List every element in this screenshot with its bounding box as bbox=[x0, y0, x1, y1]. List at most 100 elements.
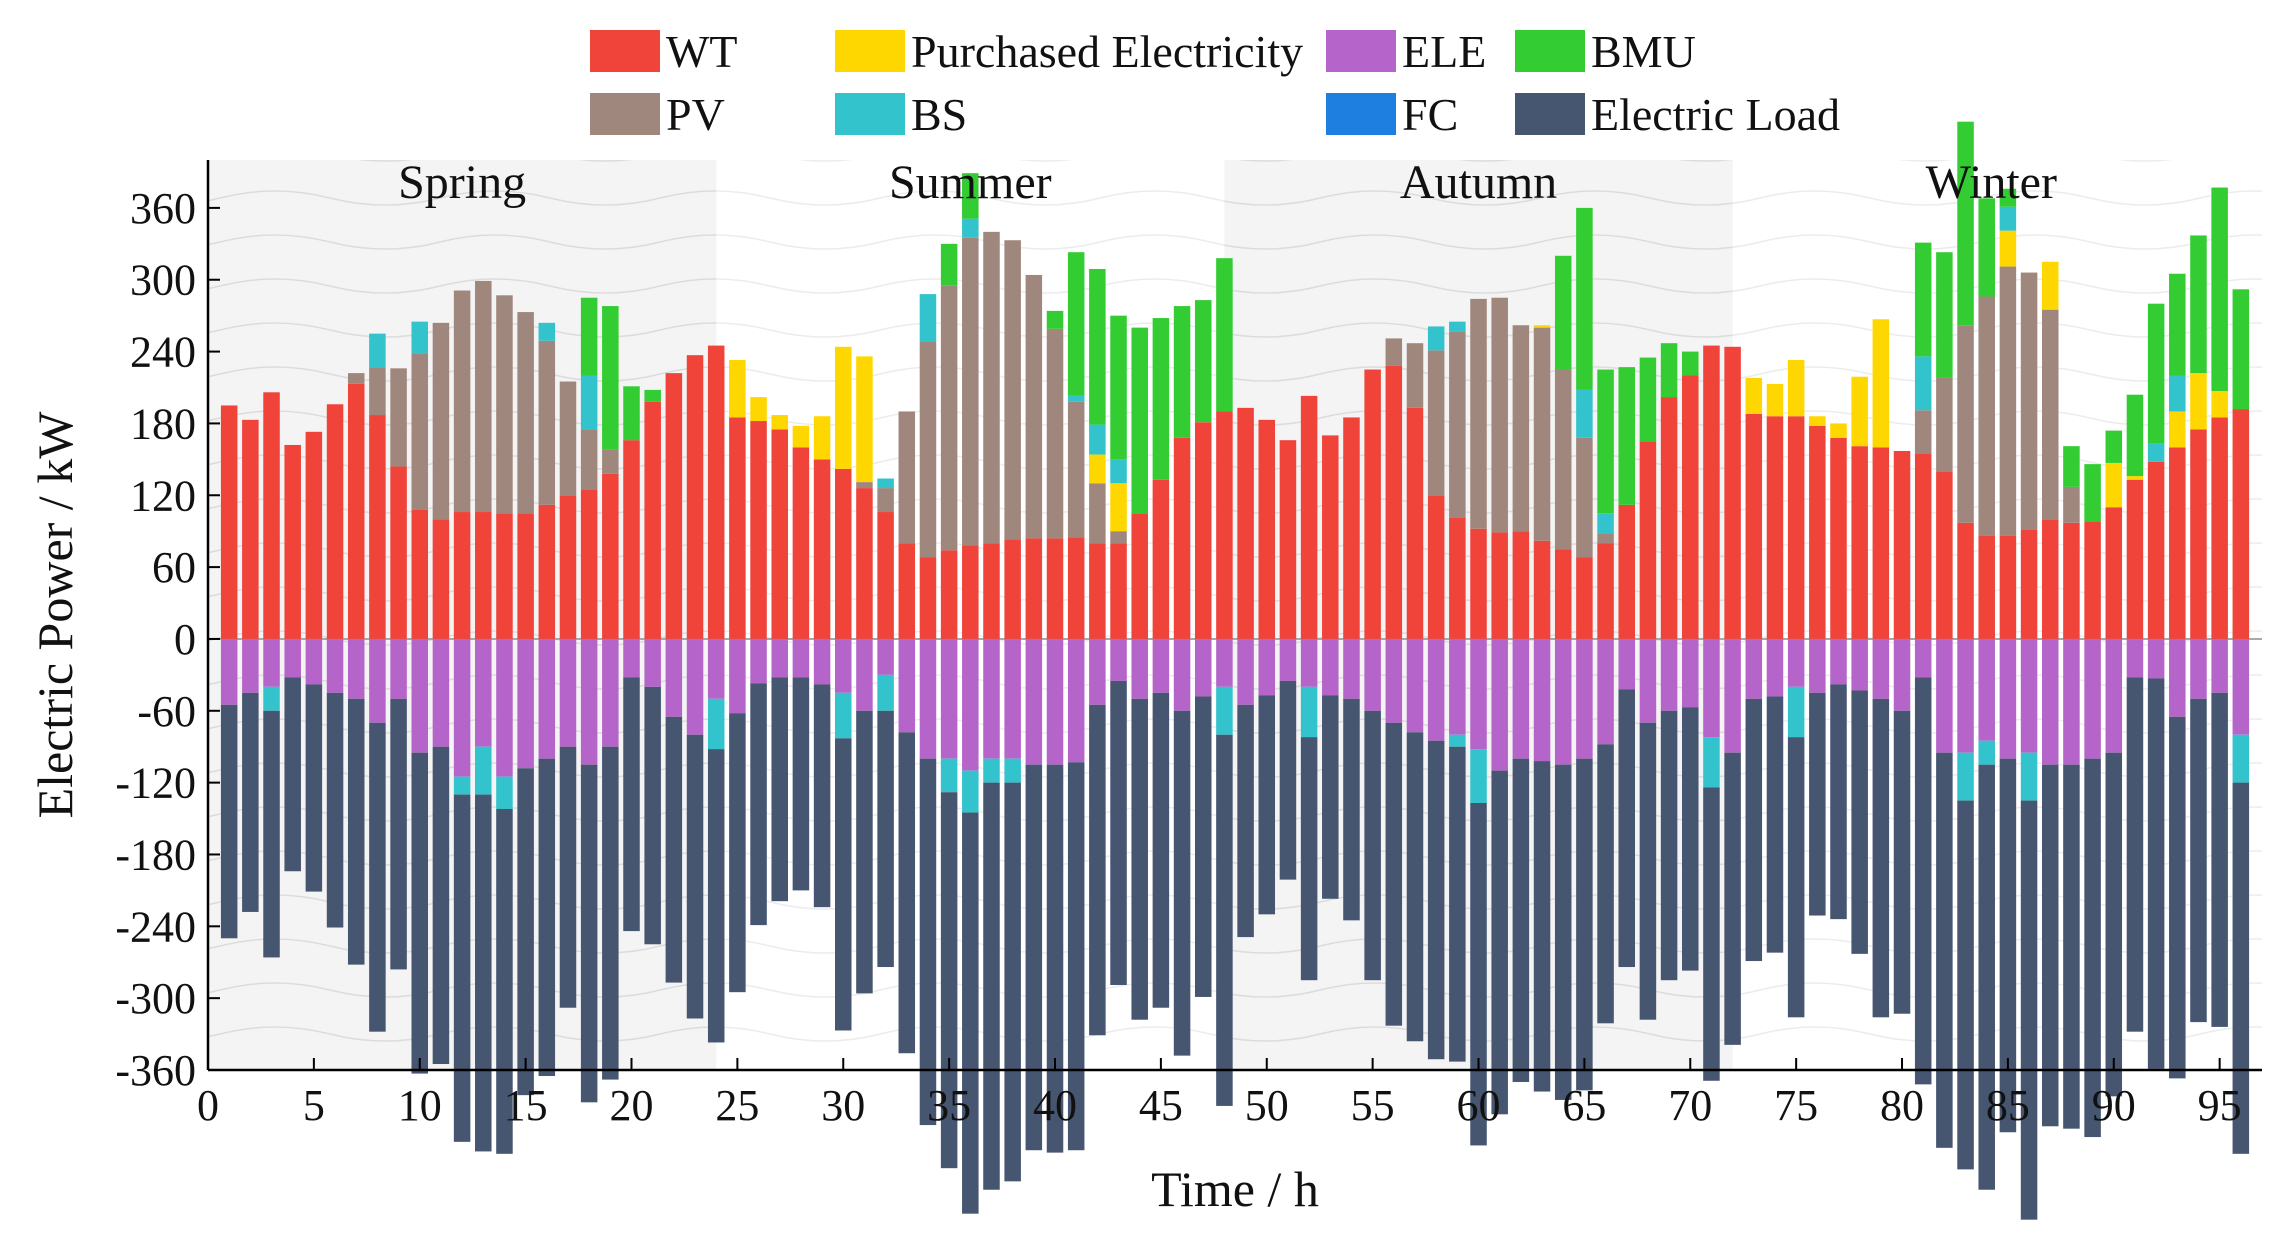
bar-ele-h21 bbox=[644, 638, 661, 687]
bar-wt-h60 bbox=[1470, 528, 1487, 639]
bar-load-h43 bbox=[1110, 680, 1127, 985]
bar-wt-h49 bbox=[1237, 407, 1254, 639]
bar-ele-h92 bbox=[2147, 638, 2165, 679]
bar-load-h88 bbox=[2063, 764, 2080, 1129]
bar-bmu-h70 bbox=[1682, 351, 1699, 376]
bar-pv-h33 bbox=[898, 411, 916, 544]
bar-purchased-h29 bbox=[813, 416, 831, 460]
bar-wt-h21 bbox=[644, 401, 661, 639]
bar-bs-h66 bbox=[1597, 513, 1614, 534]
legend: WT Purchased Electricity ELE BMU PV BS FC Elect… bbox=[590, 26, 1840, 140]
bar-ele-h18 bbox=[580, 638, 598, 765]
bars-layer bbox=[220, 121, 2250, 1220]
bar-pv-h9 bbox=[390, 368, 407, 467]
bar-wt-h93 bbox=[2169, 447, 2186, 639]
y-axis-title: Electric Power / kW bbox=[27, 411, 83, 819]
bar-bmu-h43 bbox=[1110, 315, 1127, 460]
bar-wt-h82 bbox=[1936, 471, 1953, 639]
bar-ele-h58 bbox=[1427, 638, 1445, 741]
bar-pv-h84 bbox=[1978, 296, 1995, 536]
bar-wt-h53 bbox=[1322, 435, 1339, 639]
bar-pv-h81 bbox=[1914, 410, 1932, 454]
y-tick-label: -60 bbox=[137, 687, 196, 736]
bar-wt-h71 bbox=[1703, 345, 1720, 639]
bar-wt-h12 bbox=[453, 512, 471, 639]
legend-label-ele: ELE bbox=[1402, 26, 1486, 77]
bar-ele-h73 bbox=[1745, 638, 1763, 699]
bar-ele-h89 bbox=[2084, 638, 2101, 759]
bar-purchased-h79 bbox=[1872, 319, 1890, 448]
bar-purchased-h95 bbox=[2211, 391, 2228, 418]
bar-bmu-h90 bbox=[2105, 430, 2123, 463]
bar-bmu-h42 bbox=[1089, 268, 1106, 425]
bar-ele-h68 bbox=[1639, 638, 1657, 723]
bar-ele-h1 bbox=[220, 638, 238, 705]
bar-purchased-h42 bbox=[1089, 454, 1106, 484]
bar-wt-h96 bbox=[2232, 409, 2250, 639]
bar-bmu-h40 bbox=[1046, 310, 1064, 329]
bar-bmu-h92 bbox=[2147, 303, 2165, 444]
bar-pv-h87 bbox=[2041, 309, 2059, 520]
bar-load-h94 bbox=[2190, 698, 2207, 1023]
x-tick-label: 25 bbox=[715, 1081, 759, 1130]
bar-load-h81 bbox=[1914, 677, 1932, 1085]
bar-pv-h17 bbox=[559, 381, 577, 496]
bar-pv-h15 bbox=[517, 312, 534, 514]
bar-load-h21 bbox=[644, 686, 661, 945]
bar-load-h49 bbox=[1237, 704, 1254, 938]
bar-purchased-h30 bbox=[834, 346, 852, 469]
bar-bmu-h48 bbox=[1216, 258, 1233, 412]
bar-ele-h56 bbox=[1385, 638, 1403, 723]
bar-wt-h83 bbox=[1957, 522, 1974, 639]
bar-ele-h70 bbox=[1682, 638, 1699, 708]
bar-ele-h50 bbox=[1258, 638, 1276, 696]
bar-wt-h3 bbox=[263, 392, 280, 639]
bar-wt-h32 bbox=[877, 512, 894, 639]
bar-bmu-h35 bbox=[940, 243, 958, 286]
bar-ele-h3 bbox=[263, 638, 280, 687]
bar-bmu-h36 bbox=[962, 173, 979, 219]
bar-bs_neg-h32 bbox=[877, 674, 894, 711]
bar-bs_neg-h59 bbox=[1449, 734, 1466, 747]
bar-ele-h35 bbox=[940, 638, 958, 759]
bar-purchased-h87 bbox=[2041, 261, 2059, 310]
bar-bmu-h91 bbox=[2126, 394, 2144, 477]
bar-wt-h80 bbox=[1893, 450, 1911, 639]
bar-purchased-h63 bbox=[1533, 325, 1551, 328]
bar-ele-h86 bbox=[2020, 638, 2038, 753]
bar-wt-h42 bbox=[1089, 543, 1106, 639]
bar-load-h39 bbox=[1025, 764, 1043, 1151]
bar-bmu-h20 bbox=[623, 386, 640, 441]
bar-ele-h36 bbox=[962, 638, 979, 771]
bar-ele-h84 bbox=[1978, 638, 1995, 741]
x-axis-title: Time / h bbox=[1151, 1161, 1319, 1217]
bar-bs-h59 bbox=[1449, 321, 1466, 332]
bar-bs-h8 bbox=[369, 333, 386, 368]
bar-pv-h58 bbox=[1427, 350, 1445, 496]
bar-ele-h10 bbox=[411, 638, 429, 753]
bar-ele-h82 bbox=[1936, 638, 1953, 753]
bar-ele-h45 bbox=[1152, 638, 1170, 693]
bar-load-h26 bbox=[750, 683, 767, 926]
bar-load-h47 bbox=[1194, 696, 1212, 997]
bar-wt-h94 bbox=[2190, 429, 2207, 639]
y-tick-label: -300 bbox=[115, 974, 196, 1023]
bar-wt-h45 bbox=[1152, 479, 1170, 639]
bar-wt-h68 bbox=[1639, 441, 1657, 639]
bar-bs-h85 bbox=[1999, 206, 2017, 231]
bar-wt-h23 bbox=[686, 355, 704, 639]
bar-wt-h85 bbox=[1999, 535, 2017, 639]
bar-bmu-h68 bbox=[1639, 357, 1657, 442]
bar-load-h13 bbox=[475, 794, 492, 1152]
bar-bs_neg-h83 bbox=[1957, 752, 1974, 801]
bar-ele-h6 bbox=[326, 638, 344, 693]
x-tick-label: 55 bbox=[1351, 1081, 1395, 1130]
bar-wt-h20 bbox=[623, 440, 640, 639]
bar-wt-h66 bbox=[1597, 543, 1614, 639]
season-backgrounds bbox=[208, 160, 2262, 1070]
bar-wt-h78 bbox=[1851, 446, 1868, 639]
bar-wt-h58 bbox=[1427, 495, 1445, 639]
bar-wt-h27 bbox=[771, 429, 788, 639]
bar-bmu-h46 bbox=[1173, 306, 1191, 438]
bar-pv-h56 bbox=[1385, 338, 1403, 366]
